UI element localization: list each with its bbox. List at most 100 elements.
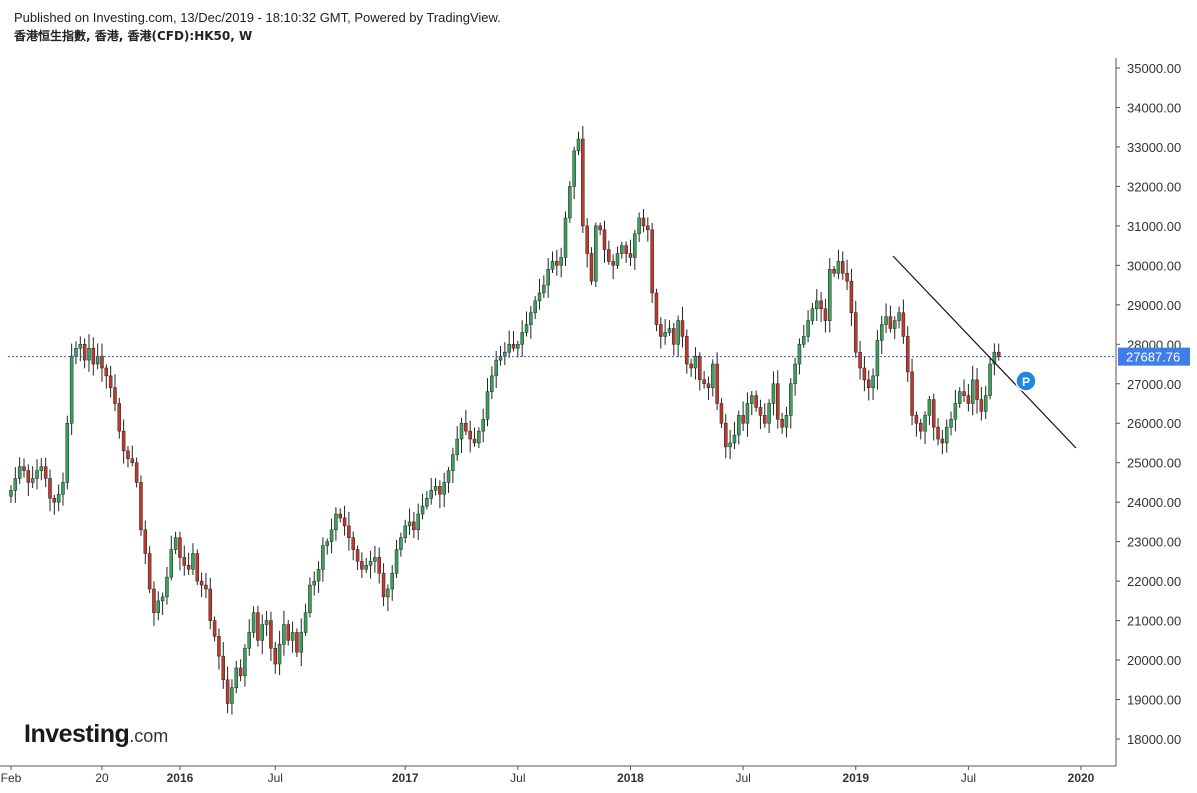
candle-body-up bbox=[61, 482, 65, 495]
candle bbox=[217, 628, 221, 670]
candle bbox=[550, 251, 555, 273]
candle bbox=[823, 298, 828, 333]
candle-body-up bbox=[637, 217, 641, 235]
chart-header: Published on Investing.com, 13/Dec/2019 … bbox=[14, 8, 501, 46]
candle bbox=[17, 457, 22, 484]
candle bbox=[763, 403, 767, 428]
candle-body-up bbox=[828, 269, 832, 321]
candle-body-up bbox=[373, 557, 377, 562]
x-tick-label: Jul bbox=[735, 771, 750, 785]
x-axis[interactable]: Feb 20 2016 Jul 2017 Jul 2018 Jul 2019 Jul 2020 bbox=[1, 766, 1095, 785]
y-tick-label: 23000.00 bbox=[1127, 535, 1181, 550]
candle-body-down bbox=[602, 229, 607, 250]
candle-body-up bbox=[784, 415, 789, 428]
candle bbox=[56, 484, 61, 512]
candle-body-down bbox=[468, 430, 472, 440]
candle-body-down bbox=[511, 344, 516, 349]
candle-body-down bbox=[853, 312, 858, 353]
candle bbox=[134, 457, 139, 488]
candle-body-up bbox=[494, 359, 498, 377]
candle bbox=[732, 421, 737, 450]
candle bbox=[100, 343, 104, 382]
candle bbox=[728, 429, 732, 460]
candle bbox=[48, 469, 52, 512]
candle bbox=[975, 367, 979, 414]
candle-body-up bbox=[364, 565, 368, 570]
candle bbox=[559, 247, 563, 278]
candle bbox=[160, 592, 165, 616]
y-tick-label: 18000.00 bbox=[1127, 732, 1181, 747]
candle bbox=[308, 577, 312, 618]
candle bbox=[381, 563, 386, 607]
candle bbox=[399, 532, 403, 557]
candle bbox=[290, 621, 295, 653]
candle-body-up bbox=[9, 490, 13, 497]
candle-body-up bbox=[563, 217, 568, 258]
candle-body-up bbox=[927, 399, 932, 416]
candle bbox=[533, 296, 537, 320]
candle bbox=[35, 459, 39, 490]
candle bbox=[26, 464, 31, 496]
candle-body-up bbox=[750, 395, 754, 404]
candle bbox=[871, 368, 875, 400]
candle bbox=[962, 379, 966, 402]
candle bbox=[186, 552, 191, 576]
candle-body-down bbox=[607, 249, 611, 262]
x-tick-label: Jul bbox=[268, 771, 283, 785]
candle-body-up bbox=[264, 620, 269, 625]
marker-badge[interactable]: P bbox=[1015, 370, 1037, 392]
candle-body-down bbox=[758, 407, 763, 416]
candle-body-down bbox=[585, 225, 589, 254]
candle bbox=[706, 376, 711, 400]
candle bbox=[745, 392, 750, 437]
candle bbox=[61, 472, 65, 506]
candle bbox=[594, 222, 598, 287]
candle-body-down bbox=[130, 458, 135, 463]
candle bbox=[581, 126, 585, 234]
candle-body-down bbox=[555, 261, 559, 266]
candle-body-up bbox=[711, 363, 715, 388]
candle bbox=[104, 364, 109, 389]
candle-body-down bbox=[256, 612, 260, 641]
candle bbox=[724, 414, 728, 459]
x-tick-label: Jul bbox=[961, 771, 976, 785]
candle bbox=[295, 628, 299, 658]
marker-circle[interactable] bbox=[1015, 370, 1037, 392]
candle-body-down bbox=[698, 355, 702, 381]
candle-body-down bbox=[763, 415, 767, 424]
candle-body-down bbox=[269, 620, 273, 649]
candle-body-down bbox=[650, 229, 654, 294]
candle-body-down bbox=[126, 450, 130, 460]
candle-body-up bbox=[537, 292, 542, 302]
candle bbox=[793, 357, 797, 396]
y-tick-label: 22000.00 bbox=[1127, 574, 1181, 589]
candle bbox=[74, 341, 78, 365]
candle-body-up bbox=[459, 422, 464, 440]
candle-body-up bbox=[875, 340, 880, 377]
candle-body-down bbox=[178, 537, 182, 558]
candle bbox=[173, 531, 178, 555]
candle-body-up bbox=[615, 253, 620, 266]
y-axis[interactable]: 18000.00 19000.00 20000.00 21000.00 22000.00… bbox=[1116, 61, 1181, 747]
candle bbox=[602, 220, 607, 263]
candle bbox=[784, 406, 789, 438]
candle bbox=[9, 485, 13, 504]
candle bbox=[879, 315, 884, 355]
x-tick-label: 2017 bbox=[392, 771, 419, 785]
candle-body-up bbox=[13, 478, 18, 491]
trendline[interactable] bbox=[892, 255, 1077, 449]
candle bbox=[277, 630, 282, 676]
candle-body-down bbox=[347, 525, 351, 538]
candle bbox=[884, 303, 888, 333]
candle-body-down bbox=[741, 415, 745, 424]
candle-body-down bbox=[286, 624, 290, 641]
candle bbox=[672, 322, 676, 356]
y-tick-label: 25000.00 bbox=[1127, 456, 1181, 471]
candle bbox=[949, 411, 953, 436]
candle bbox=[420, 493, 425, 520]
candle-body-up bbox=[594, 225, 598, 282]
candle bbox=[659, 317, 663, 349]
candle-body-up bbox=[957, 391, 962, 404]
y-tick-label: 21000.00 bbox=[1127, 614, 1181, 629]
